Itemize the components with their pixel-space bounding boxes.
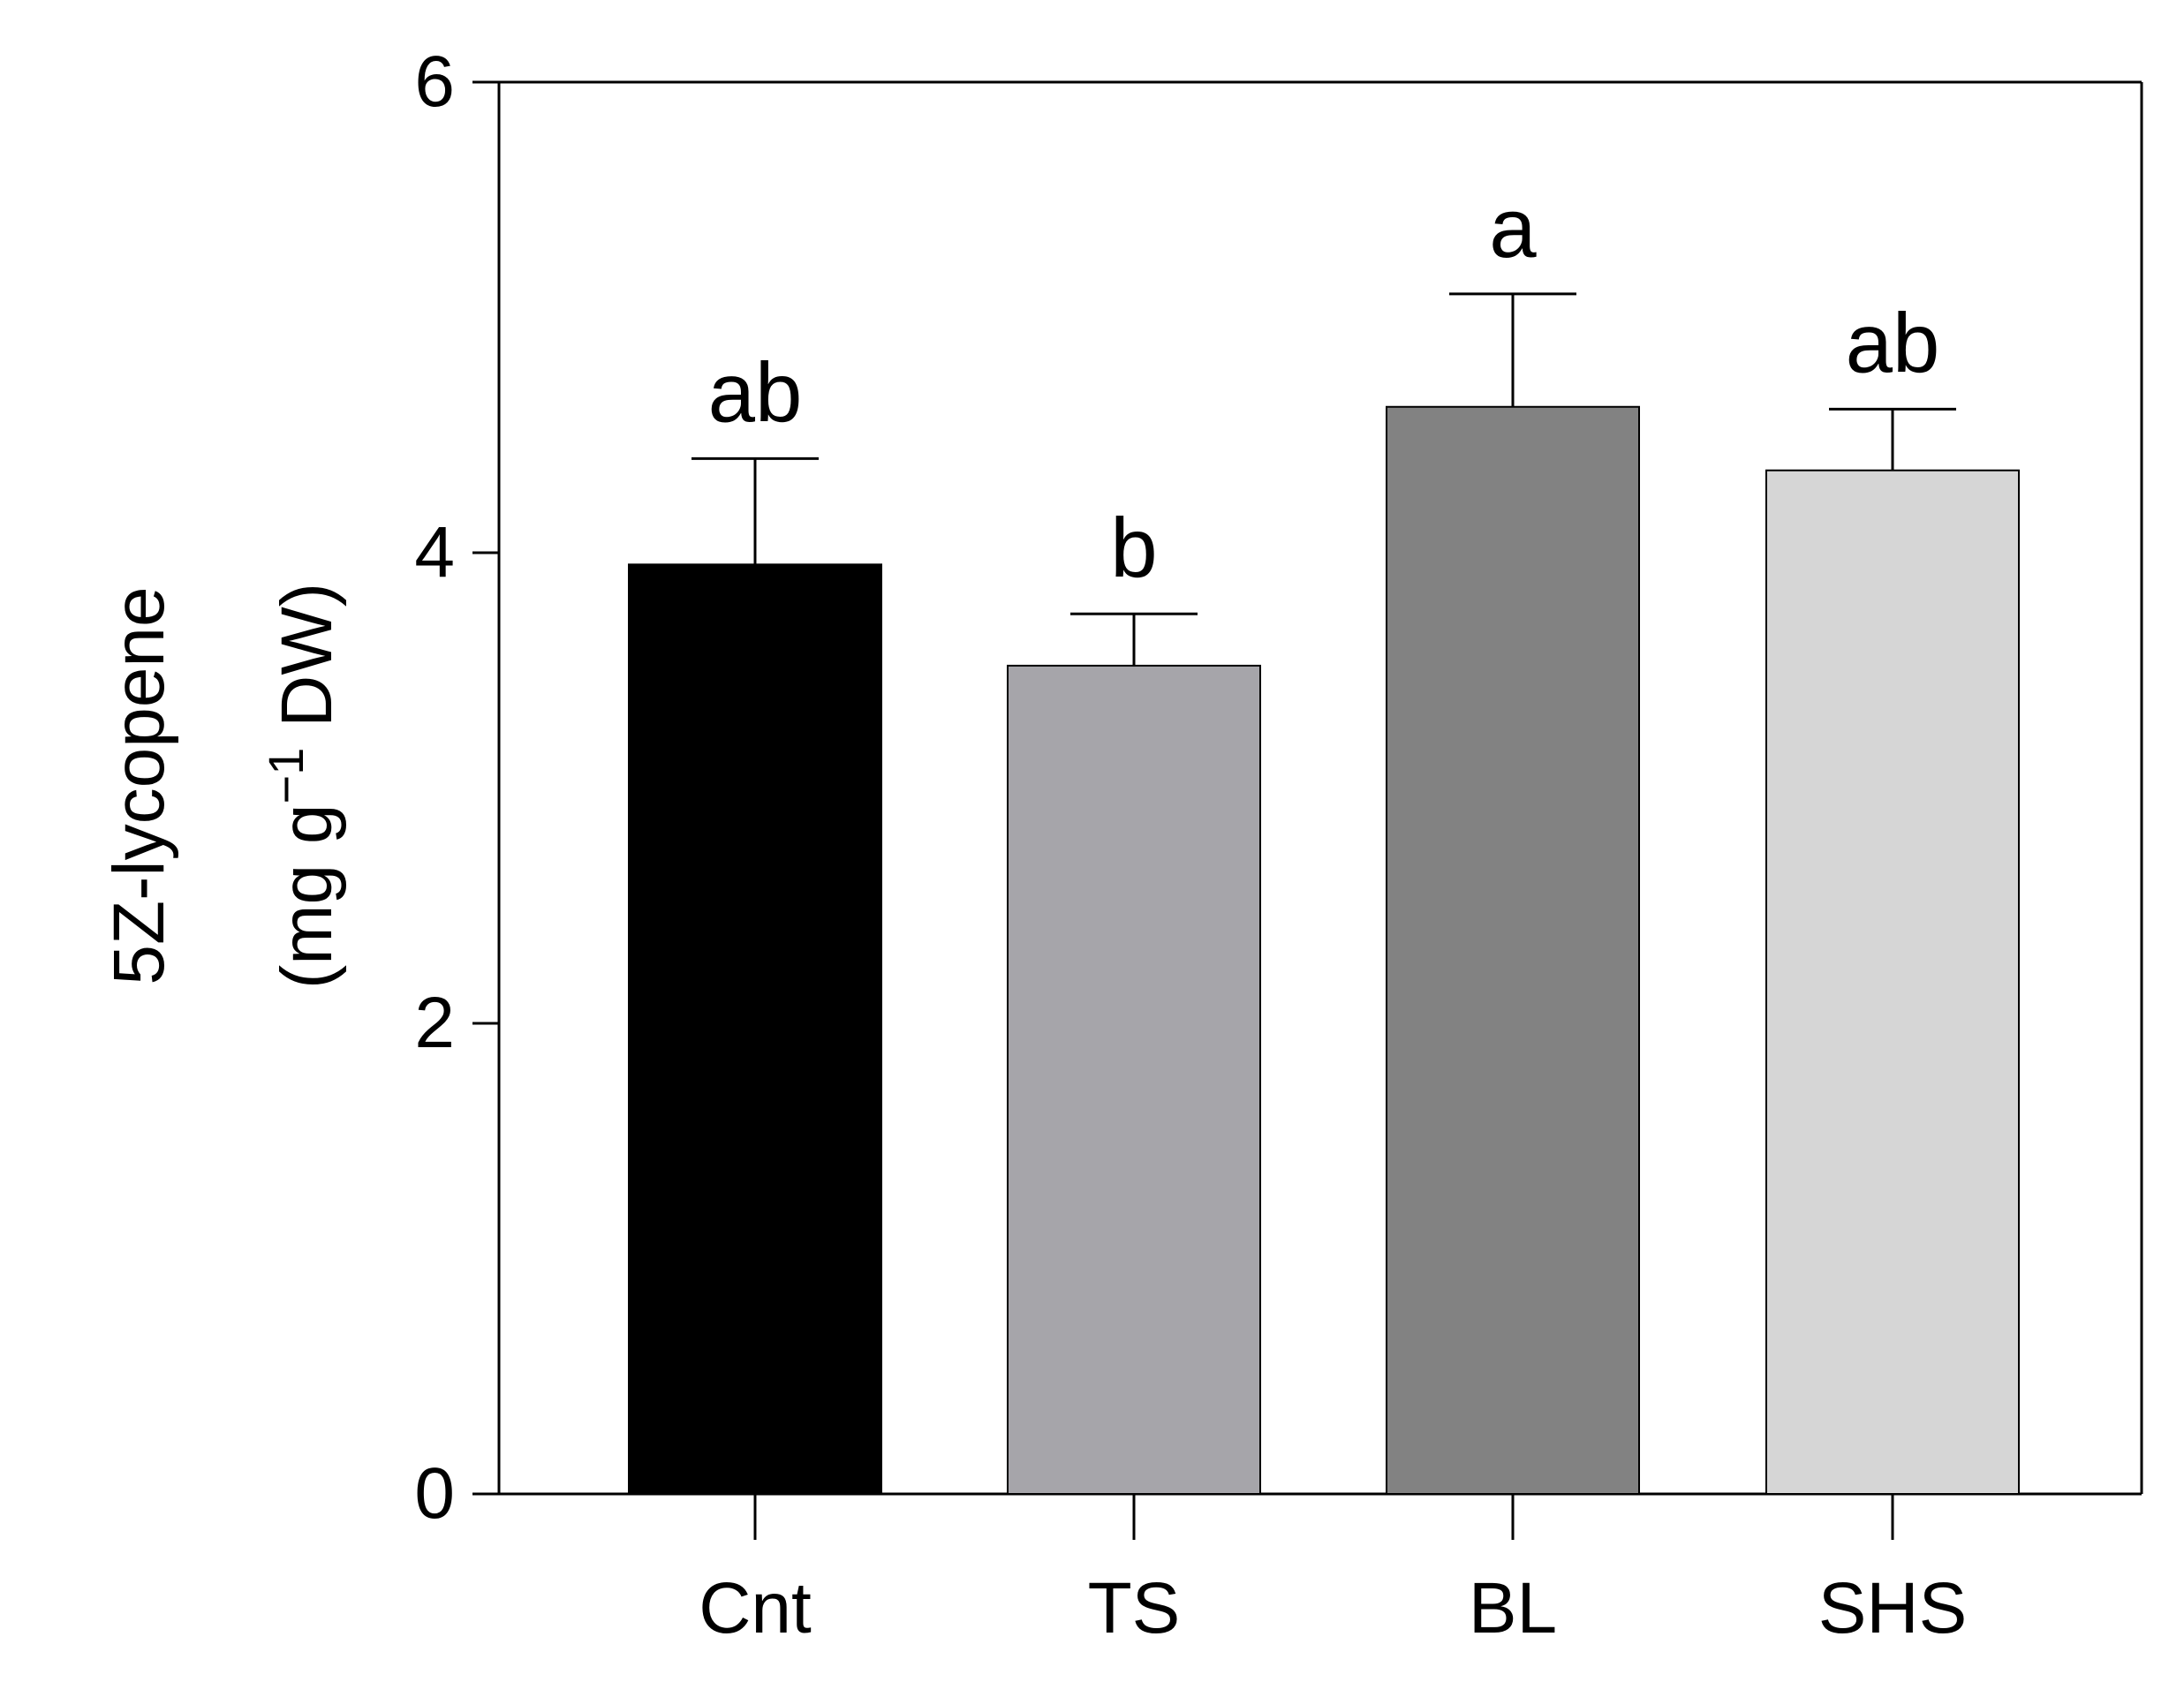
- y-axis-unit-prefix: (mg g: [267, 803, 347, 989]
- x-tick-label-cnt: Cnt: [699, 1568, 812, 1648]
- bar-shs: [1765, 469, 2020, 1495]
- bar-bl: [1386, 405, 1640, 1495]
- x-tick-label-ts: TS: [1088, 1568, 1181, 1648]
- x-axis-ticks: Cnt TS BL SHS: [699, 1494, 1967, 1648]
- bars-group: ab b a ab: [628, 181, 2020, 1496]
- y-axis-unit-suffix: DW): [267, 583, 347, 748]
- significance-letter-cnt: ab: [708, 345, 803, 440]
- x-tick-label-bl: BL: [1469, 1568, 1557, 1648]
- significance-letter-bl: a: [1489, 181, 1537, 275]
- y-axis-ticks: 0 2 4 6: [414, 41, 499, 1534]
- y-tick-label: 2: [414, 983, 455, 1063]
- y-tick-label: 0: [414, 1453, 455, 1534]
- y-axis-title-line1: 5Z-lycopene: [99, 586, 179, 984]
- y-axis-unit-superscript: −1: [258, 748, 314, 804]
- y-tick-label: 4: [414, 512, 455, 592]
- y-axis-title: 5Z-lycopene (mg g−1 DW): [99, 583, 347, 989]
- bar-cnt: [628, 563, 882, 1496]
- y-axis-title-line2: (mg g−1 DW): [258, 583, 347, 989]
- bar-ts: [1007, 664, 1261, 1495]
- significance-letter-shs: ab: [1846, 296, 1940, 390]
- significance-letter-ts: b: [1110, 501, 1157, 595]
- x-tick-label-shs: SHS: [1818, 1568, 1968, 1648]
- y-tick-label: 6: [414, 41, 455, 122]
